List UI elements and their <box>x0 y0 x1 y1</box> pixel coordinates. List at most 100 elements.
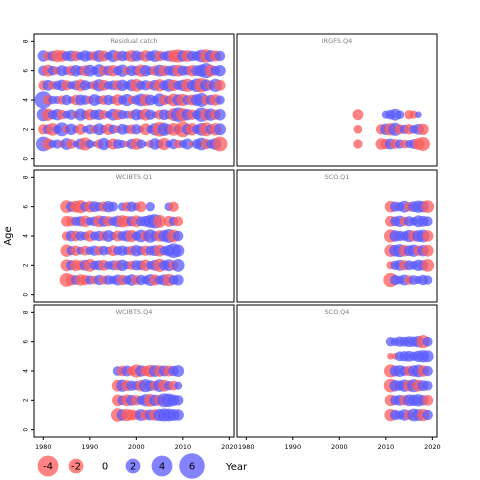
legend-year-label: Year <box>225 462 248 473</box>
y-tick-label: 6 <box>23 340 30 344</box>
x-tick-label: 2020 <box>221 443 238 451</box>
residual-bubble <box>353 124 363 134</box>
x-tick-label: 1990 <box>82 443 99 451</box>
residual-bubble <box>131 124 142 135</box>
panel-title: SCO.Q4 <box>325 308 350 316</box>
y-tick-label: 2 <box>23 263 30 267</box>
panel-title: WCIBTS.Q4 <box>116 308 153 316</box>
residual-bubble <box>108 201 118 212</box>
x-tick-label: 2000 <box>331 443 348 451</box>
y-tick-label: 2 <box>23 398 30 402</box>
residual-bubble <box>173 216 184 227</box>
legend-label: 4 <box>159 462 165 473</box>
legend-label: 0 <box>102 462 108 473</box>
x-tick-label: 2000 <box>128 443 145 451</box>
legend-item: 4 <box>151 455 173 477</box>
legend-item: -4 <box>37 455 59 477</box>
x-tick-label: 1990 <box>285 443 302 451</box>
residual-bubble <box>422 380 433 391</box>
panel-frame <box>236 33 438 167</box>
residual-bubble <box>172 274 184 286</box>
y-tick-label: 0 <box>23 293 30 297</box>
residual-bubble <box>423 275 433 285</box>
residual-bubble <box>214 108 226 121</box>
residual-bubble <box>182 138 193 150</box>
residual-bubble <box>409 110 418 119</box>
legend-item: 2 <box>125 458 141 474</box>
x-tick-label: 2010 <box>175 443 192 451</box>
x-tick-label: 2010 <box>378 443 395 451</box>
residual-bubble <box>422 336 433 347</box>
legend-item: 0 <box>102 462 108 473</box>
panel-6: SCO.Q4 <box>236 304 438 438</box>
residual-bubble <box>145 109 156 120</box>
residual-bubble <box>421 200 435 214</box>
residual-bubble <box>353 139 363 149</box>
residual-bubble <box>422 409 433 421</box>
y-tick-label: 4 <box>23 369 30 373</box>
panel-4: SCO.Q1 <box>236 169 438 303</box>
panel-title: IRGFS.Q4 <box>322 37 353 45</box>
residual-bubble <box>215 95 225 105</box>
residual-bubble <box>422 230 434 242</box>
residual-bubble <box>417 123 429 136</box>
panel-5: WCIBTS.Q4 <box>33 304 235 438</box>
residual-bubble <box>212 136 228 152</box>
residual-bubble <box>214 50 226 62</box>
residual-bubble <box>214 79 226 91</box>
residual-bubble <box>422 365 433 377</box>
residual-bubble <box>415 111 422 118</box>
legend-item: -2 <box>68 458 84 474</box>
residual-bubble <box>135 201 147 213</box>
residual-bubble <box>145 202 155 212</box>
legend-bubble <box>37 455 59 477</box>
y-tick-label: 0 <box>23 428 30 432</box>
residual-bubble <box>214 64 226 77</box>
legend-label: 2 <box>130 462 136 473</box>
y-tick-label: 8 <box>23 175 30 179</box>
legend: -4 -2 0 2 4 6 <box>37 453 205 479</box>
residual-bubble <box>395 110 405 120</box>
y-tick-label: 6 <box>23 205 30 209</box>
residual-bubble <box>172 365 185 377</box>
legend-bubble <box>68 458 84 474</box>
residual-bubble <box>75 123 86 135</box>
residual-bubble <box>172 230 184 242</box>
x-tick-label: 2020 <box>424 443 441 451</box>
residual-bubble <box>172 244 185 257</box>
residual-bubble <box>153 214 166 228</box>
residual-bubble <box>136 139 146 149</box>
panel-title: SCO.Q1 <box>325 173 350 181</box>
residual-bubble <box>174 381 183 390</box>
panel-3: WCIBTS.Q1 <box>33 169 235 303</box>
residual-bubble <box>421 350 434 363</box>
residual-bubble <box>168 201 179 212</box>
x-tick-label: 1980 <box>238 443 255 451</box>
panel-2: IRGFS.Q4 <box>236 33 438 167</box>
residual-bubble <box>422 216 433 227</box>
residual-bubble <box>421 258 435 272</box>
panels-layer: Residual catch IRGFS.Q4 WCIBTS.Q1 SCO.Q1 WCI… <box>33 33 438 438</box>
legend-label: 6 <box>189 462 195 473</box>
y-tick-label: 2 <box>23 127 30 131</box>
residual-bubble <box>421 244 434 257</box>
residual-bubble <box>214 123 226 136</box>
panel-title: Residual catch <box>110 37 157 45</box>
residual-bubble <box>422 394 434 406</box>
y-tick-label: 8 <box>23 39 30 43</box>
panel-title: WCIBTS.Q1 <box>116 173 153 181</box>
residual-bubble <box>118 139 127 149</box>
residual-bubble <box>387 353 394 360</box>
y-tick-label: 4 <box>23 234 30 238</box>
legend-bubble <box>151 455 173 477</box>
residual-bubble <box>171 258 185 272</box>
y-tick-label: 8 <box>23 310 30 314</box>
legend-item: 6 <box>179 453 205 479</box>
residual-bubble <box>352 109 364 121</box>
legend-bubble <box>179 453 205 479</box>
legend-label: -2 <box>71 462 81 473</box>
legend-label: -4 <box>43 462 53 473</box>
y-axis-label: Age <box>3 226 14 245</box>
x-tick-label: 1980 <box>35 443 52 451</box>
